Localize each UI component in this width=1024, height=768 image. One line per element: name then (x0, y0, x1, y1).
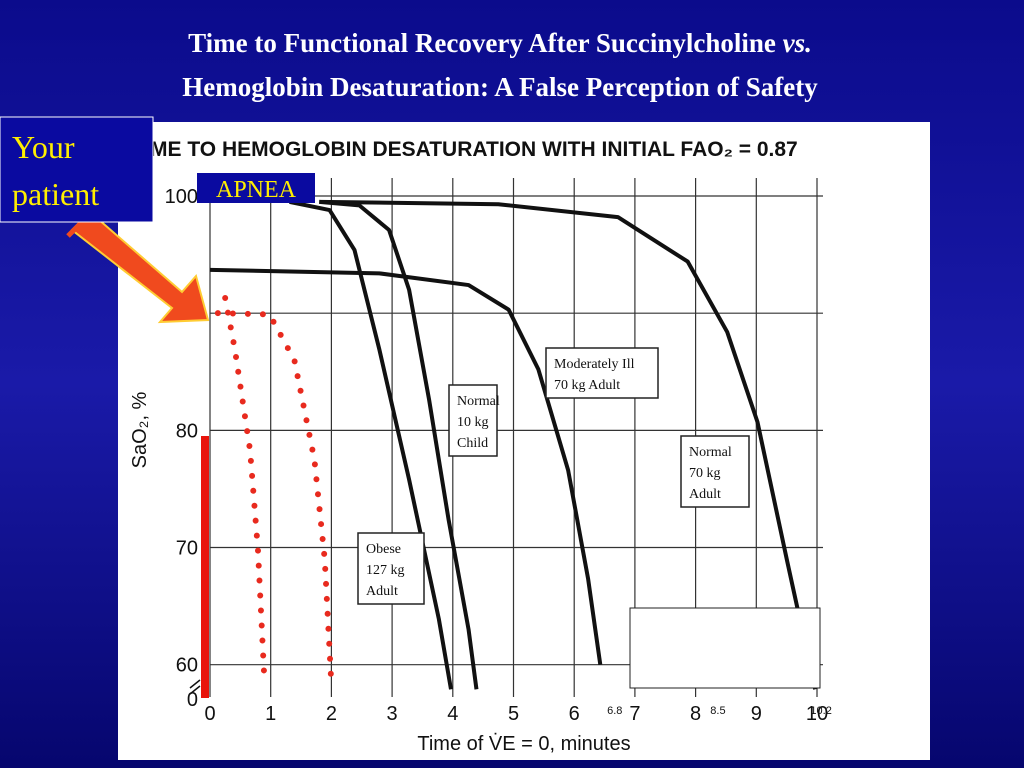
line (319, 199, 818, 690)
line (289, 199, 453, 690)
annotation-box (680, 435, 750, 508)
plot: ME TO HEMOGLOBIN DESATURATION WITH INITI… (129, 138, 832, 755)
x-tick-label: 3 (387, 703, 398, 725)
annotation-text: 10 kg (457, 415, 489, 430)
y-tick-label: 0 (187, 689, 198, 711)
x-tick-label: 5 (508, 703, 519, 725)
y-axis-label: SaO₂, % (129, 391, 151, 468)
apnea-label: APNEA (216, 177, 297, 203)
x-tick-label: 8 (690, 703, 701, 725)
annotation-box (357, 532, 425, 605)
x-tick-label: 10 (806, 703, 828, 725)
callout-box (0, 116, 154, 223)
y-tick-label: 60 (176, 655, 198, 677)
annotation-text: Obese (366, 542, 401, 557)
title-line: Time to Functional Recovery After Succin… (188, 28, 776, 58)
annotation-box (545, 347, 659, 399)
x-tick-label: 4 (447, 703, 458, 725)
x-extra-label: 8.5 (710, 705, 725, 717)
chart-title: ME TO HEMOGLOBIN DESATURATION WITH INITI… (150, 138, 798, 161)
line (209, 267, 603, 665)
annotation-text: 70 kg (689, 466, 721, 481)
callout-text: Your (12, 129, 75, 165)
slide-title: Time to Functional Recovery After Succin… (188, 28, 812, 58)
line (319, 199, 479, 690)
desaturation-bar (201, 436, 209, 698)
annotation-text: 70 kg Adult (554, 378, 620, 393)
x-extra-label: 6.8 (607, 705, 622, 717)
y-tick-label: 100 (165, 186, 198, 208)
x-tick-label: 9 (751, 703, 762, 725)
annotation-text: Moderately Ill (554, 357, 635, 372)
x-tick-label: 6 (569, 703, 580, 725)
title-em: vs. (783, 28, 812, 58)
x-tick-label: 0 (204, 703, 215, 725)
y-tick-label: 70 (176, 538, 198, 560)
dotted-line (214, 310, 335, 688)
x-tick-label: 7 (629, 703, 640, 725)
annotation-text: 127 kg (366, 563, 405, 578)
callout-text: patient (12, 176, 99, 212)
occluding-box (629, 607, 821, 689)
annotation-text: Normal (457, 394, 500, 409)
apnea-box (197, 173, 315, 203)
x-axis-label: Time of V̇E = 0, minutes (417, 733, 630, 755)
axis-break (189, 679, 201, 695)
annotation-text: Normal (689, 445, 732, 460)
x-tick-label: 2 (326, 703, 337, 725)
annotation-box (448, 384, 498, 457)
annotation-text: Adult (689, 487, 721, 502)
x-extra-label: 10.2 (810, 705, 831, 717)
y-tick-label: 80 (176, 420, 198, 442)
slide-title: Hemoglobin Desaturation: A False Percept… (182, 72, 818, 102)
x-tick-label: 1 (265, 703, 276, 725)
dotted-line (222, 294, 268, 688)
annotation-text: Child (457, 436, 488, 451)
annotation-text: Adult (366, 584, 398, 599)
